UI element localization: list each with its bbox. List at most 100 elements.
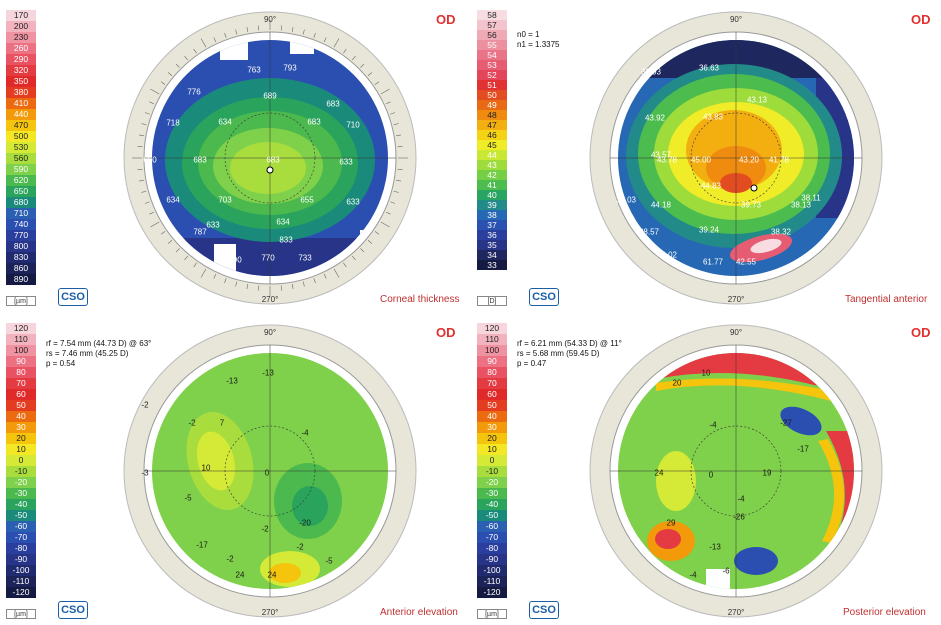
map-value-label: 660 xyxy=(143,155,157,165)
scale-swatch: 57 xyxy=(477,20,507,30)
tangential-anterior-map[interactable]: 90° 270° xyxy=(586,8,886,308)
ring-tick xyxy=(224,32,227,38)
scale-swatch: 34 xyxy=(477,250,507,260)
map-title: Anterior elevation xyxy=(380,607,458,618)
map-value-label: 41.78 xyxy=(768,155,790,165)
scale-swatch: 290 xyxy=(6,54,36,65)
posterior-elevation-map[interactable]: 90° 270° xyxy=(586,321,886,621)
ring-tick xyxy=(291,26,294,32)
scale-swatch: 58 xyxy=(477,10,507,20)
axis-label-270: 270° xyxy=(728,608,745,617)
info-line: rs = 5.68 mm (59.45 D) xyxy=(517,349,600,358)
map-value-label: 793 xyxy=(283,63,297,73)
scale-swatch: 110 xyxy=(6,334,36,345)
map-value-label: 633 xyxy=(346,197,360,207)
cso-logo: CSO xyxy=(58,288,88,306)
ring-tick xyxy=(393,123,399,126)
ring-tick xyxy=(175,63,180,68)
map-value-label: 683 xyxy=(307,117,321,127)
scale-swatch: -10 xyxy=(477,466,507,477)
map-value-label: 39.24 xyxy=(698,225,720,235)
ring-tick xyxy=(352,55,356,61)
info-line: n1 = 1.3375 xyxy=(517,40,560,49)
scale-swatch: 100 xyxy=(6,345,36,356)
ring-tick xyxy=(380,88,390,95)
scale-swatch: 320 xyxy=(6,65,36,76)
map-value-label: 43.13 xyxy=(746,95,768,105)
scale-swatch: 500 xyxy=(6,131,36,142)
map-value-label: 24 xyxy=(654,468,664,478)
scale-swatch: 50 xyxy=(477,400,507,411)
map-value-label: 43.20 xyxy=(738,155,760,165)
anterior-elevation-map[interactable]: 90° 270° xyxy=(120,321,420,621)
ring-tick xyxy=(313,32,316,38)
scale-swatch: -110 xyxy=(477,576,507,587)
scale-swatch: -120 xyxy=(6,587,36,598)
ring-tick xyxy=(367,72,373,76)
info-line: p = 0.54 xyxy=(46,359,76,368)
scale-swatch: 50 xyxy=(477,90,507,100)
map-value-label: -27 xyxy=(780,418,792,428)
scale-swatch: 710 xyxy=(6,208,36,219)
map-value-label: 790 xyxy=(228,255,242,265)
map-value-label: 49.02 xyxy=(656,250,678,260)
map-value-label: -3 xyxy=(141,468,149,478)
map-value-label: 39.03 xyxy=(615,195,637,205)
scale-swatch: 80 xyxy=(6,367,36,378)
scale-swatch: 260 xyxy=(6,43,36,54)
ring-tick xyxy=(144,112,150,115)
scale-swatch: -50 xyxy=(6,510,36,521)
ring-tick xyxy=(235,281,238,287)
ring-tick xyxy=(167,240,173,244)
scale-swatch: 620 xyxy=(6,175,36,186)
ring-tick xyxy=(193,262,197,268)
scale-swatch: -120 xyxy=(477,587,507,598)
axis-label-90: 90° xyxy=(264,328,276,337)
scale-swatch: 110 xyxy=(477,334,507,345)
info-line: rf = 6.21 mm (54.33 D) @ 11° xyxy=(517,339,622,348)
map-value-label: 0 xyxy=(708,470,714,480)
ring-tick xyxy=(360,63,365,68)
ring-tick xyxy=(224,278,227,284)
map-value-label: 43.92 xyxy=(644,113,666,123)
map-value-label: -13 xyxy=(262,368,274,378)
ring-tick xyxy=(184,55,188,61)
cso-logo: CSO xyxy=(529,601,559,619)
refraction-info: rf = 7.54 mm (44.73 D) @ 63° rs = 7.46 m… xyxy=(46,339,151,369)
map-value-label: 24 xyxy=(267,570,277,580)
ring-tick xyxy=(149,211,155,215)
map-value-label: -6 xyxy=(722,566,730,576)
scale-swatch: 10 xyxy=(6,444,36,455)
scale-swatch: 170 xyxy=(6,10,36,21)
map-value-label: 683 xyxy=(266,155,280,165)
scale-swatch: 70 xyxy=(6,378,36,389)
scale-swatch: 680 xyxy=(6,197,36,208)
ring-tick xyxy=(193,48,197,54)
scale-swatch: 54 xyxy=(477,50,507,60)
ring-tick xyxy=(313,278,316,284)
scale-swatch: 43 xyxy=(477,160,507,170)
map-value-label: 703 xyxy=(218,195,232,205)
map-value-label: 61.77 xyxy=(702,257,724,267)
map-value-label: 38.32 xyxy=(770,227,792,237)
scale-swatch: 38 xyxy=(477,210,507,220)
map-title: Tangential anterior xyxy=(845,294,928,305)
ring-tick xyxy=(333,268,340,278)
map-value-label: 7 xyxy=(219,418,225,428)
ring-tick xyxy=(367,240,373,244)
scale-swatch: 50 xyxy=(6,400,36,411)
map-value-label: 634 xyxy=(276,217,290,227)
corneal-thickness-map[interactable]: 90° 270° xyxy=(120,8,420,308)
scale-swatch: 770 xyxy=(6,230,36,241)
map-value-label: -4 xyxy=(709,420,717,430)
refraction-info: rf = 6.21 mm (54.33 D) @ 11° rs = 5.68 m… xyxy=(517,339,622,369)
map-value-label: 43.78 xyxy=(656,155,678,165)
ring-tick xyxy=(200,268,207,278)
scale-swatch: -110 xyxy=(6,576,36,587)
scale-unit: [D] xyxy=(477,296,507,306)
scale-swatch: 440 xyxy=(6,109,36,120)
map-value-label: 20 xyxy=(672,378,682,388)
map-value-label: 10 xyxy=(701,368,711,378)
ring-tick xyxy=(235,29,238,35)
info-line: rs = 7.46 mm (45.25 D) xyxy=(46,349,129,358)
